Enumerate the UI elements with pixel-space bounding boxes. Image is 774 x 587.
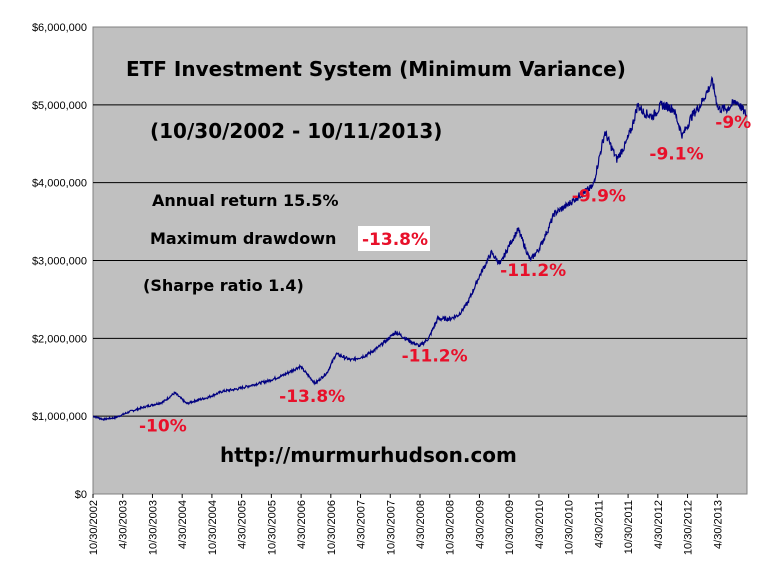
x-tick-label: 4/30/2012 [653, 500, 665, 549]
x-tick-label: 4/30/2005 [237, 500, 249, 549]
max-drawdown-value: -13.8% [362, 230, 428, 250]
x-tick-label: 10/30/2010 [564, 500, 576, 555]
x-tick-label: 10/30/2011 [623, 500, 635, 554]
x-tick-label: 10/30/2006 [326, 500, 338, 555]
chart-subtitle: (10/30/2002 - 10/11/2013) [150, 119, 442, 143]
drawdown-label: -9.1% [649, 144, 703, 164]
annual-return-text: Annual return 15.5% [152, 191, 339, 210]
max-drawdown-box [358, 226, 430, 251]
drawdown-label: -11.2% [402, 347, 468, 367]
drawdown-label: -11.2% [500, 261, 566, 281]
drawdown-label: -9.9% [572, 186, 626, 206]
y-tick-label: $5,000,000 [32, 100, 87, 112]
sharpe-ratio-text: (Sharpe ratio 1.4) [143, 276, 304, 295]
y-tick-label: $2,000,000 [32, 333, 87, 345]
x-tick-label: 10/30/2009 [504, 500, 516, 555]
x-tick-label: 10/30/2012 [683, 500, 695, 555]
x-tick-label: 10/30/2002 [88, 500, 100, 555]
x-tick-label: 4/30/2013 [712, 500, 724, 549]
x-tick-label: 10/30/2007 [385, 500, 397, 555]
x-tick-label: 4/30/2009 [474, 500, 486, 549]
y-tick-label: $1,000,000 [32, 411, 87, 423]
x-tick-label: 4/30/2004 [177, 500, 189, 549]
x-tick-label: 4/30/2008 [415, 500, 427, 549]
x-tick-label: 10/30/2008 [445, 500, 457, 555]
x-tick-label: 10/30/2003 [147, 500, 159, 555]
x-tick-label: 4/30/2007 [356, 500, 368, 549]
x-tick-label: 10/30/2004 [207, 500, 219, 555]
x-tick-label: 4/30/2011 [593, 500, 605, 548]
website-url: http://murmurhudson.com [220, 443, 517, 467]
series-line [92, 75, 748, 421]
y-tick-label: $3,000,000 [32, 256, 87, 268]
drawdown-label: -13.8% [279, 387, 345, 407]
x-tick-label: 10/30/2005 [266, 500, 278, 555]
y-tick-label: $0 [75, 489, 87, 501]
drawdown-label: -10% [139, 417, 187, 437]
drawdown-label: -9% [715, 113, 751, 133]
max-drawdown-label: Maximum drawdown [150, 229, 336, 248]
y-tick-label: $4,000,000 [32, 178, 87, 190]
x-tick-label: 4/30/2010 [534, 500, 546, 549]
x-tick-label: 4/30/2003 [118, 500, 130, 549]
x-tick-label: 4/30/2006 [296, 500, 308, 549]
chart-title: ETF Investment System (Minimum Variance) [126, 57, 626, 81]
y-tick-label: $6,000,000 [32, 22, 87, 34]
